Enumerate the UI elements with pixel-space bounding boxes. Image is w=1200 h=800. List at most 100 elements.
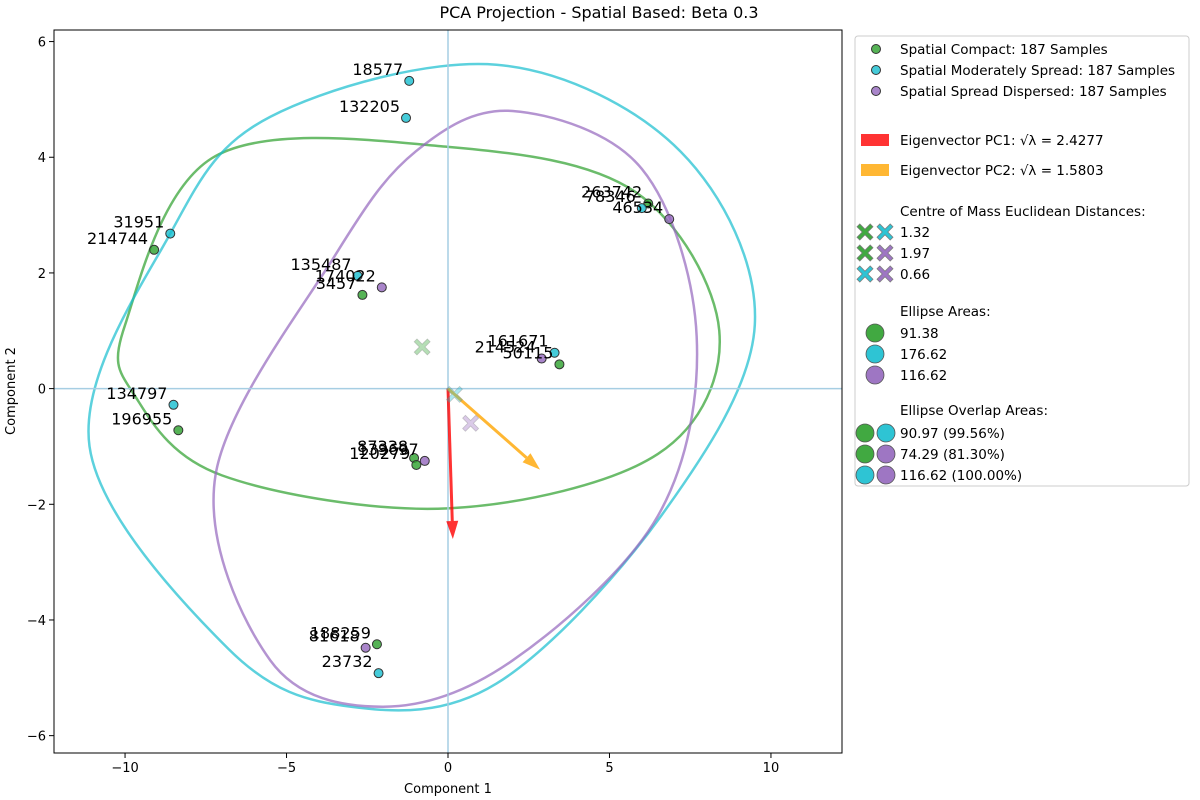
point-label-174022: 174022: [315, 266, 376, 285]
legend-marker-series-0: [871, 44, 881, 54]
legend-overlap-value-2: 116.62 (100.00%): [900, 468, 1022, 484]
x-tick-label--10: −10: [111, 761, 138, 776]
point-label-161671: 161671: [487, 332, 548, 351]
legend-distance-cross-a-0: [856, 223, 874, 241]
legend-distances-title: Centre of Mass Euclidean Distances:: [900, 204, 1146, 220]
legend-areas-title: Ellipse Areas:: [900, 304, 991, 320]
y-axis-label: Component 2: [4, 347, 19, 435]
point-label-135487: 135487: [290, 255, 351, 274]
points-layer: [149, 75, 675, 679]
data-point-2-0: [664, 214, 675, 225]
y-tick-label--6: −6: [27, 730, 46, 745]
point-label-18577: 18577: [352, 60, 403, 79]
eigenvector-arrow-1: [446, 388, 459, 539]
ellipses-layer: [87, 62, 757, 712]
data-point-1-7: [373, 668, 384, 679]
data-point-1-6: [168, 399, 179, 410]
data-point-1-4: [352, 270, 363, 281]
data-point-1-2: [636, 203, 647, 214]
y-tick-label-6: 6: [38, 36, 46, 51]
point-label-263742: 263742: [581, 183, 642, 202]
point-label-3457: 3457: [316, 274, 357, 293]
legend-eigenvector-2: Eigenvector PC2: √λ = 1.5803: [900, 163, 1104, 179]
ellipse-1: [87, 62, 757, 712]
legend-overlaps-title: Ellipse Overlap Areas:: [900, 403, 1048, 419]
y-tick-label-2: 2: [38, 267, 46, 282]
legend-distance-cross-a-2: [856, 265, 874, 283]
point-label-188259: 188259: [310, 623, 371, 642]
eigenvector-arrows: [446, 387, 541, 539]
legend-area-value-2: 116.62: [900, 368, 947, 384]
point-label-196955: 196955: [111, 409, 172, 428]
legend-distance-value-2: 0.66: [900, 267, 930, 283]
legend-area-value-0: 91.38: [900, 326, 939, 342]
point-label-214524: 214524: [475, 338, 536, 357]
point-label-132205: 132205: [339, 97, 400, 116]
legend-series-1: Spatial Moderately Spread: 187 Samples: [900, 63, 1175, 79]
data-point-0-6: [411, 459, 422, 470]
legend-overlap-marker-a-1: [855, 444, 875, 464]
legend-marker-series-2: [871, 86, 881, 96]
ellipse-2: [212, 109, 699, 708]
legend-area-marker-2: [865, 365, 885, 385]
point-label-134797: 134797: [106, 384, 167, 403]
data-point-1-1: [401, 112, 412, 123]
data-point-2-2: [536, 353, 547, 364]
point-label-46534: 46534: [612, 198, 663, 217]
legend-series-2: Spatial Spread Dispersed: 187 Samples: [900, 84, 1167, 100]
y-tick-label--4: −4: [27, 614, 46, 629]
legend-frame: [854, 35, 1190, 487]
legend-series-0: Spatial Compact: 187 Samples: [900, 42, 1108, 58]
data-point-0-1: [149, 244, 160, 255]
legend-area-marker-1: [865, 344, 885, 364]
data-point-2-1: [376, 282, 387, 293]
data-point-2-3: [419, 455, 430, 466]
legend-distance-value-0: 1.32: [900, 225, 930, 241]
y-tick-label--2: −2: [27, 498, 46, 513]
data-point-0-2: [357, 289, 368, 300]
legend-overlap-marker-b-0: [876, 423, 896, 443]
point-label-50115: 50115: [503, 343, 554, 362]
point-label-31951: 31951: [113, 213, 164, 232]
eigenvector-arrow-2: [447, 387, 541, 470]
centroid-marker-2: [462, 414, 480, 432]
centroid-marker-1: [445, 385, 464, 403]
x-axis-label: Component 1: [404, 782, 492, 797]
point-label-120279: 120279: [349, 444, 410, 463]
legend-distance-value-1: 1.97: [900, 246, 930, 262]
legend-marker-series-1: [871, 65, 881, 75]
y-tick-label-4: 4: [38, 151, 46, 166]
legend-area-marker-0: [865, 323, 885, 343]
data-point-0-3: [554, 359, 565, 370]
point-label-139697: 139697: [358, 440, 419, 459]
legend-eigen-swatch-2: [861, 164, 889, 176]
data-point-1-5: [549, 347, 560, 358]
data-point-0-7: [371, 639, 382, 650]
legend-area-value-1: 176.62: [900, 347, 947, 363]
legend: Spatial Compact: 187 Samples Spatial Mode…: [854, 35, 1190, 487]
eigenvector-shaft-2: [447, 387, 528, 459]
x-tick-label-0: 0: [444, 761, 452, 776]
point-label-87338: 87338: [357, 437, 408, 456]
legend-overlap-value-0: 90.97 (99.56%): [900, 426, 1005, 442]
centroids-layer: [413, 338, 480, 432]
eigenvector-shaft-1: [446, 388, 454, 522]
point-label-81618: 81618: [309, 627, 360, 646]
y-tick-label-0: 0: [38, 383, 46, 398]
legend-overlap-marker-a-2: [855, 465, 875, 485]
legend-overlap-marker-b-2: [876, 465, 896, 485]
x-tick-label--5: −5: [277, 761, 296, 776]
centroid-marker-0: [413, 338, 431, 356]
axis-ticks: −10 −5 0 5 10 −6 −4 −2 0 2 4 6: [27, 36, 779, 776]
legend-overlap-marker-a-0: [855, 423, 875, 443]
x-tick-label-10: 10: [763, 761, 780, 776]
chart-title: PCA Projection - Spatial Based: Beta 0.3: [439, 3, 758, 22]
point-label-78346: 78346: [585, 187, 636, 206]
data-point-0-4: [173, 425, 184, 436]
legend-overlap-marker-b-1: [876, 444, 896, 464]
x-tick-label-5: 5: [605, 761, 613, 776]
data-point-1-3: [165, 228, 176, 239]
eigenvector-head-2: [522, 453, 541, 470]
